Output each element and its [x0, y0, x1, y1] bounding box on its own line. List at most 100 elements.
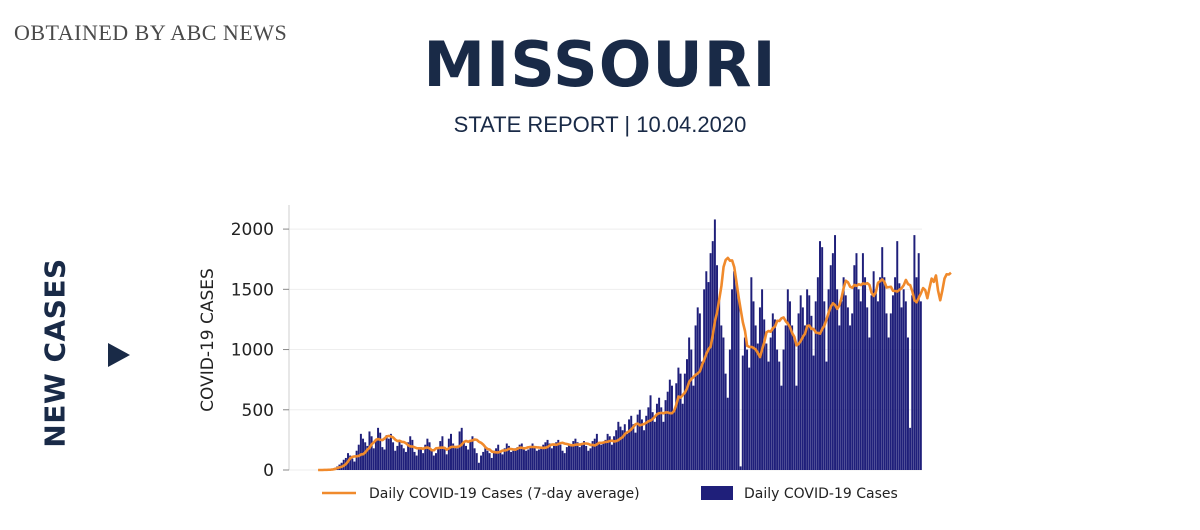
- daily-cases-bar: [370, 436, 373, 470]
- daily-cases-bar: [499, 450, 502, 470]
- daily-cases-bar: [823, 301, 826, 470]
- daily-cases-bar: [698, 313, 701, 470]
- daily-cases-bar: [870, 295, 873, 470]
- daily-cases-bar: [911, 295, 914, 470]
- daily-cases-bar: [441, 436, 444, 470]
- daily-cases-bar: [853, 265, 856, 470]
- daily-cases-bar: [705, 271, 708, 470]
- daily-cases-bar: [662, 421, 665, 470]
- y-tick-label: 1000: [231, 341, 274, 361]
- daily-cases-bar: [407, 442, 410, 470]
- daily-cases-bar: [550, 448, 553, 470]
- daily-cases-bar: [793, 337, 796, 470]
- daily-cases-bar: [857, 289, 860, 470]
- daily-cases-bar: [799, 295, 802, 470]
- daily-cases-bar: [666, 391, 669, 470]
- daily-cases-bar: [619, 426, 622, 470]
- daily-cases-bar: [645, 415, 648, 470]
- daily-cases-bar: [454, 445, 457, 470]
- daily-cases-bar: [707, 282, 710, 470]
- daily-cases-bar: [806, 289, 809, 470]
- daily-cases-bar: [568, 443, 570, 470]
- daily-cases-bar: [613, 436, 616, 470]
- daily-cases-bar: [522, 447, 525, 470]
- daily-cases-bar: [879, 277, 882, 470]
- daily-cases-bar: [739, 466, 742, 470]
- daily-cases-bar: [435, 453, 437, 470]
- daily-cases-bar: [849, 325, 852, 470]
- daily-cases-bar: [591, 441, 594, 470]
- daily-cases-bar: [531, 443, 534, 470]
- daily-cases-bar: [649, 395, 652, 470]
- daily-cases-bar: [598, 443, 601, 470]
- daily-cases-bar: [488, 453, 491, 470]
- daily-cases-bar: [475, 453, 478, 470]
- daily-cases-bar: [737, 295, 740, 470]
- daily-cases-bar: [608, 436, 611, 470]
- daily-cases-bar: [664, 400, 667, 470]
- daily-cases-bar: [668, 379, 671, 470]
- daily-cases-bar: [430, 449, 433, 470]
- daily-cases-bar: [623, 424, 626, 470]
- daily-cases-bar: [565, 447, 568, 470]
- daily-cases-bar: [688, 337, 691, 470]
- daily-cases-bar: [711, 241, 714, 470]
- daily-cases-bar: [728, 349, 731, 470]
- daily-cases-bar: [387, 438, 390, 470]
- daily-cases-bar: [349, 455, 352, 470]
- y-axis: 0 500 1000 1500 2000: [231, 205, 290, 481]
- daily-cases-bar: [563, 453, 566, 470]
- daily-cases-bar: [713, 219, 716, 470]
- daily-cases-bar: [634, 432, 637, 470]
- daily-cases-bar: [851, 313, 854, 470]
- daily-cases-bar: [381, 447, 384, 470]
- daily-cases-bar: [761, 289, 764, 470]
- daily-cases-bar: [771, 313, 774, 470]
- daily-cases-bar: [604, 439, 607, 470]
- daily-cases-bar: [636, 414, 639, 470]
- y-tick-label: 1500: [231, 280, 274, 300]
- daily-cases-bar: [754, 325, 757, 470]
- daily-cases-bar: [419, 447, 422, 470]
- daily-cases-bars: [329, 219, 922, 470]
- daily-cases-bar: [625, 433, 628, 470]
- daily-cases-bar: [400, 444, 403, 470]
- daily-cases-bar: [404, 451, 407, 470]
- daily-cases-bar: [816, 277, 819, 470]
- daily-cases-bar: [469, 439, 472, 470]
- daily-cases-bar: [490, 457, 493, 470]
- daily-cases-bar: [683, 373, 686, 470]
- daily-cases-bar: [377, 427, 380, 470]
- daily-cases-bar: [703, 289, 706, 470]
- daily-cases-bar: [443, 448, 446, 470]
- daily-cases-bar: [758, 307, 761, 470]
- daily-cases-bar: [452, 443, 455, 470]
- daily-cases-bar: [872, 271, 875, 470]
- daily-cases-bar: [731, 289, 734, 470]
- daily-cases-bar: [643, 430, 646, 470]
- daily-cases-bar: [769, 337, 772, 470]
- daily-cases-bar: [701, 361, 703, 470]
- daily-cases-bar: [503, 448, 506, 470]
- y-tick-label: 500: [242, 401, 274, 421]
- daily-cases-bar: [366, 445, 369, 470]
- daily-cases-bar: [909, 427, 912, 470]
- daily-cases-bar: [520, 443, 523, 470]
- daily-cases-bar: [651, 412, 654, 470]
- daily-cases-bar: [411, 439, 414, 470]
- daily-cases-bar: [718, 301, 721, 470]
- daily-cases-bar: [640, 419, 643, 470]
- y-tick-label: 0: [263, 461, 274, 481]
- daily-cases-bar: [480, 455, 483, 470]
- daily-cases-bar: [743, 337, 746, 470]
- daily-cases-bar: [383, 449, 386, 470]
- daily-cases-bar: [658, 397, 661, 470]
- daily-cases-bar: [767, 361, 770, 470]
- daily-cases-bar: [778, 361, 781, 470]
- daily-cases-bar: [606, 433, 609, 470]
- daily-cases-bar: [368, 431, 371, 470]
- legend-bar-swatch: [701, 486, 733, 500]
- daily-cases-bar: [462, 442, 465, 470]
- y-tick-label: 2000: [231, 220, 274, 240]
